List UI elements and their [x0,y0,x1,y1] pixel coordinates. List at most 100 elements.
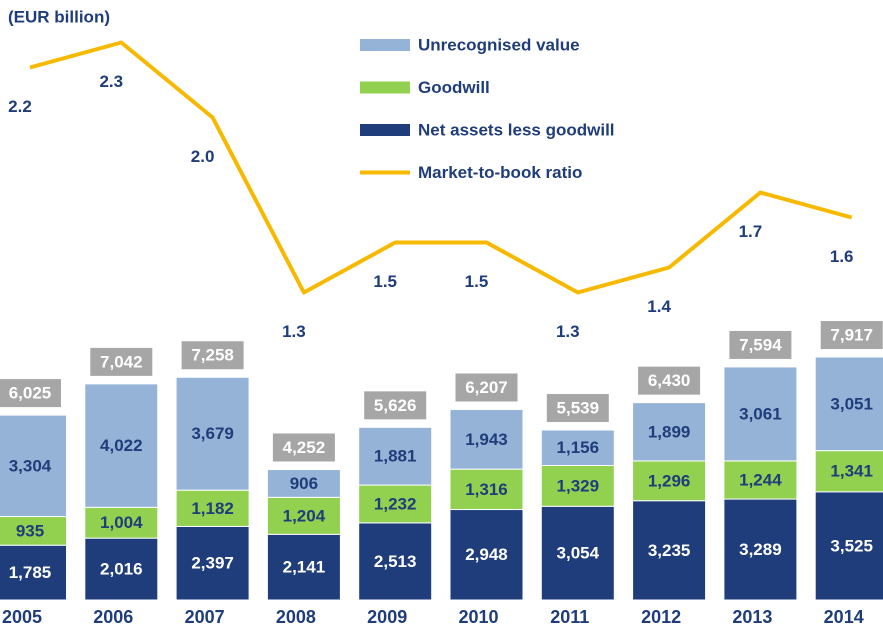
data-label: 906 [290,474,318,493]
data-label: 2,016 [100,560,143,579]
line-label: 1.7 [739,222,763,241]
total-label: 5,539 [557,398,600,417]
total-box [820,321,883,350]
total-label: 6,430 [648,371,691,390]
line-label: 1.4 [647,297,671,316]
x-tick-label: 2010 [458,607,498,627]
line-label: 2.3 [99,72,123,91]
data-label: 1,156 [557,438,600,457]
total-label: 7,594 [739,335,782,354]
data-label: 3,525 [830,536,873,555]
line-label: 2.2 [8,97,32,116]
bar-segment [540,505,615,601]
total-box [0,379,61,408]
bar-segment [723,460,798,500]
total-box [272,433,335,462]
line-label: 2.0 [191,147,215,166]
data-label: 2,513 [374,552,417,571]
x-tick-label: 2007 [185,607,225,627]
data-label: 1,329 [557,476,600,495]
data-label: 1,182 [191,499,234,518]
bar-segment [449,509,524,601]
data-label: 1,244 [739,470,782,489]
bar-segment [266,496,341,535]
x-tick-label: 2006 [93,607,133,627]
bar-segment [358,522,433,601]
legend-label: Goodwill [418,78,490,97]
legend-swatch [360,81,410,94]
bar-segment [723,498,798,601]
data-label: 1,943 [465,430,508,449]
bar-segment [175,489,250,527]
total-box [638,366,701,395]
bar-segment [266,469,341,498]
total-box [455,373,518,402]
total-box [546,394,609,423]
total-label: 7,042 [100,352,143,371]
bar-segment [175,525,250,601]
data-label: 3,061 [739,404,782,423]
x-tick-label: 2012 [641,607,681,627]
data-label: 1,296 [648,471,691,490]
data-label: 3,054 [557,544,600,563]
chart-subtitle: (EUR billion) [8,7,110,26]
total-label: 5,626 [374,396,417,415]
data-label: 3,051 [830,394,873,413]
total-label: 6,207 [465,378,508,397]
bar-segment [632,500,707,601]
data-label: 3,235 [648,541,691,560]
data-label: 1,004 [100,513,143,532]
bar-segment [632,402,707,462]
data-label: 1,316 [465,480,508,499]
total-box [181,341,244,370]
data-label: 2,141 [283,558,326,577]
x-tick-label: 2008 [276,607,316,627]
data-label: 2,397 [191,554,234,573]
data-label: 1,785 [9,563,52,582]
bar-segment [449,468,524,511]
bar-segment [449,409,524,470]
total-label: 4,252 [283,438,326,457]
line-label: 1.3 [556,322,580,341]
x-tick-label: 2005 [2,607,42,627]
x-tick-label: 2009 [367,607,407,627]
bar-segment [814,450,883,493]
data-label: 1,204 [283,506,326,525]
total-label: 6,025 [9,384,52,403]
data-label: 3,289 [739,540,782,559]
total-box [364,391,427,420]
bar-segment [266,533,341,601]
total-label: 7,917 [830,326,873,345]
total-label: 7,258 [191,346,234,365]
data-label: 1,899 [648,422,691,441]
bar-segment [84,537,159,601]
line [29,40,853,295]
total-box [90,347,153,376]
bar-segment [0,414,67,518]
data-label: 2,948 [465,545,508,564]
bar-segment [358,426,433,486]
data-label: 3,679 [191,424,234,443]
line-label: 1.3 [282,322,306,341]
legend-label: Net assets less goodwill [418,120,615,139]
data-label: 1,341 [830,462,873,481]
bar-segment [0,544,67,601]
bar-segment [540,429,615,466]
data-label: 935 [16,521,44,540]
line-label: 1.5 [373,272,397,291]
line-label: 1.5 [465,272,489,291]
bar-segment [175,376,250,491]
bar-segment [0,516,67,546]
legend-swatch [360,124,410,136]
bar-segment [814,491,883,601]
data-label: 4,022 [100,436,143,455]
bar-segment [723,366,798,462]
x-tick-label: 2013 [732,607,772,627]
x-tick-label: 2014 [824,607,864,627]
bar-segment [814,356,883,452]
data-label: 1,881 [374,447,417,466]
legend-swatch [360,39,410,51]
data-label: 3,304 [9,456,52,475]
bar-segment [84,506,159,539]
